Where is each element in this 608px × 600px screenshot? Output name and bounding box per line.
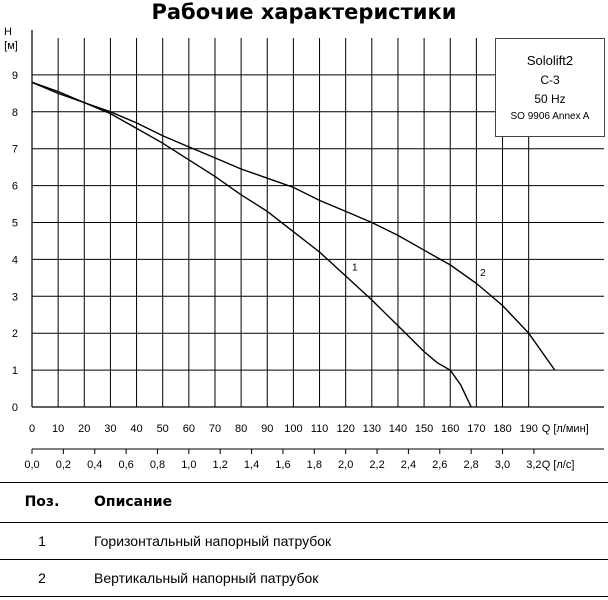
series-2-label: 2 bbox=[480, 268, 486, 279]
tick-labels: 0 10 20 30 40 50 60 70 80 90 100 110 120 130 140 150 160… bbox=[4, 26, 589, 471]
series-2-line bbox=[31, 81, 556, 371]
x2-tick-label: 0,0 bbox=[24, 459, 39, 471]
performance-chart: 12 0 10 20 30 40 50 60 70 80 90 100 110 120 130 140 150… bbox=[4, 26, 604, 471]
x-tick-label: 70 bbox=[209, 423, 221, 435]
x-tick-label: 40 bbox=[130, 423, 142, 435]
x2-tick-label: 1,4 bbox=[244, 459, 259, 471]
y-tick-label: 6 bbox=[12, 181, 18, 193]
x-tick-label: 140 bbox=[389, 423, 407, 435]
x-tick-label: 160 bbox=[441, 423, 459, 435]
y-tick-label: 9 bbox=[12, 70, 18, 82]
legend-box: Sololift2 C-3 50 Hz SO 9906 Annex A bbox=[495, 38, 605, 137]
header-desc: Описание bbox=[94, 494, 173, 510]
x-tick-label: 130 bbox=[363, 423, 381, 435]
y-tick-label: 0 bbox=[12, 402, 18, 414]
x2-tick-label: 3,2 bbox=[526, 459, 541, 471]
x2-tick-label: 0,8 bbox=[150, 459, 165, 471]
x-tick-label: 110 bbox=[311, 423, 329, 435]
x2-tick-label: 2,8 bbox=[464, 459, 479, 471]
y-tick-label: 2 bbox=[12, 328, 18, 340]
x2-tick-label: 0,6 bbox=[118, 459, 133, 471]
legend-model: Sololift2 bbox=[526, 53, 574, 68]
x2-tick-label: 3,0 bbox=[495, 459, 510, 471]
x-tick-label: 90 bbox=[261, 423, 273, 435]
row-pos: 2 bbox=[38, 570, 46, 586]
header-pos: Поз. bbox=[24, 494, 60, 510]
table-row: 1 Горизонтальный напорный патрубок bbox=[0, 523, 608, 560]
y-tick-label: 4 bbox=[12, 254, 18, 266]
x-tick-label: 30 bbox=[104, 423, 116, 435]
x-tick-label: 150 bbox=[415, 423, 433, 435]
grid bbox=[31, 38, 604, 408]
x2-tick-label: 0,2 bbox=[56, 459, 71, 471]
x-tick-label: 190 bbox=[519, 423, 537, 435]
x2-tick-label: 1,0 bbox=[181, 459, 196, 471]
row-desc: Горизонтальный напорный патрубок bbox=[94, 533, 332, 549]
x-tick-label: 80 bbox=[235, 423, 247, 435]
y-tick-label: 5 bbox=[12, 218, 18, 230]
x-tick-label: 50 bbox=[157, 423, 169, 435]
x2-tick-label: 1,8 bbox=[307, 459, 322, 471]
legend-variant: C-3 bbox=[540, 73, 560, 87]
x2-tick-label: 2,6 bbox=[432, 459, 447, 471]
series-1-label: 1 bbox=[352, 262, 358, 273]
y-tick-label: 7 bbox=[12, 144, 18, 156]
x-axis-label: Q [л/мин] bbox=[542, 423, 589, 435]
x-tick-label: 100 bbox=[284, 423, 302, 435]
x2-axis-label: Q [л/с] bbox=[542, 459, 575, 471]
series-1-line bbox=[31, 81, 472, 408]
x-tick-label: 60 bbox=[183, 423, 195, 435]
table-row: 2 Вертикальный напорный патрубок bbox=[0, 560, 608, 597]
row-pos: 1 bbox=[38, 533, 46, 549]
x2-tick-label: 0,4 bbox=[87, 459, 102, 471]
description-table: Поз. Описание 1 Горизонтальный напорный … bbox=[0, 482, 608, 597]
x2-tick-label: 2,4 bbox=[401, 459, 416, 471]
series: 12 bbox=[31, 81, 556, 408]
x-tick-label: 0 bbox=[29, 423, 35, 435]
x2-tick-label: 1,6 bbox=[275, 459, 290, 471]
axes bbox=[31, 30, 604, 454]
x-tick-label: 120 bbox=[337, 423, 355, 435]
x-tick-label: 10 bbox=[52, 423, 64, 435]
x2-tick-label: 2,0 bbox=[338, 459, 353, 471]
y-tick-label: 3 bbox=[12, 291, 18, 303]
x2-tick-label: 2,2 bbox=[369, 459, 384, 471]
y-axis-unit: [м] bbox=[4, 40, 18, 52]
table-header: Поз. Описание bbox=[0, 482, 608, 523]
legend-standard: SO 9906 Annex A bbox=[510, 111, 590, 122]
x-tick-label: 170 bbox=[467, 423, 485, 435]
x2-tick-label: 1,2 bbox=[213, 459, 228, 471]
chart-title: Рабочие характеристики bbox=[151, 0, 457, 24]
row-desc: Вертикальный напорный патрубок bbox=[94, 570, 319, 586]
x-tick-label: 20 bbox=[78, 423, 90, 435]
y-tick-label: 8 bbox=[12, 107, 18, 119]
x-tick-label: 180 bbox=[493, 423, 511, 435]
legend-frequency: 50 Hz bbox=[534, 92, 566, 106]
y-axis-label: H bbox=[4, 26, 12, 38]
y-tick-label: 1 bbox=[12, 365, 18, 377]
